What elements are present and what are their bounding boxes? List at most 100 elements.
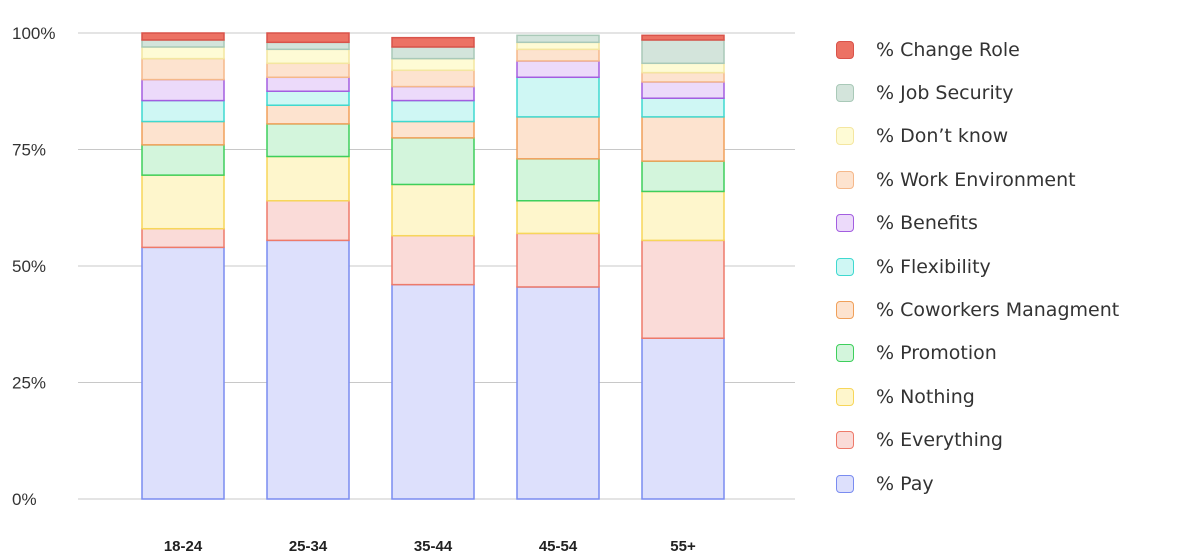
legend-label: % Coworkers Managment [876,299,1120,322]
bar-segment [141,144,225,176]
legend-item: % Promotion [836,332,1186,375]
y-axis-ticks: 0% 25% 50% 75% 100% [12,24,55,509]
legend-label: % Promotion [876,342,997,365]
bar-segment [141,99,225,123]
bar-segment [141,174,225,230]
bar-segment [641,71,725,83]
legend-item: % Job Security [836,71,1186,114]
bar-segment [391,283,475,500]
y-tick-label: 100% [12,24,55,43]
bar-segment [266,48,350,65]
bar-segment [516,76,600,118]
legend-item: % Benefits [836,202,1186,245]
bar-segment [141,46,225,60]
x-tick-label: 55+ [670,538,696,555]
bar-segment [516,41,600,51]
y-tick-label: 50% [12,257,46,276]
bar-segment [391,137,475,186]
legend-item: % Don’t know [836,115,1186,158]
legend-item: % Nothing [836,375,1186,418]
bar-segment [391,57,475,72]
legend-label: % Change Role [876,38,1020,61]
bars [141,32,725,500]
legend-label: % Don’t know [876,125,1009,148]
legend-swatch [836,214,854,233]
bar-segment [391,85,475,102]
bar-segment [391,46,475,60]
bar-segment [391,36,475,48]
bar-segment [141,246,225,500]
bar-stack [391,36,475,500]
bar-segment [516,116,600,160]
legend-item: % Change Role [836,28,1186,71]
x-tick-label: 45-54 [539,538,578,555]
bar-segment [641,62,725,74]
y-tick-label: 75% [12,141,46,160]
x-tick-label: 35-44 [414,538,453,555]
bar-segment [391,234,475,286]
x-tick-label: 18-24 [164,538,203,555]
bar-segment [266,32,350,44]
legend-swatch [836,40,854,59]
bar-segment [516,48,600,62]
bar-stack [266,32,350,500]
bar-segment [391,183,475,237]
bar-segment [516,158,600,202]
bar-segment [141,120,225,146]
bar-segment [641,160,725,193]
legend-swatch [836,344,854,363]
x-tick-label: 25-34 [289,538,328,555]
bar-segment [641,239,725,339]
bar-segment [266,123,350,158]
y-tick-label: 0% [12,490,37,509]
legend-label: % Nothing [876,385,975,408]
bar-segment [516,200,600,235]
bar-segment [266,41,350,51]
bar-segment [516,232,600,288]
legend: % Change Role % Job Security % Don’t know%… [836,28,1186,505]
bar-segment [641,116,725,162]
legend-label: % Everything [876,429,1003,452]
legend-item: % Everything [836,419,1186,462]
bar-segment [516,286,600,500]
bar-segment [641,81,725,99]
legend-item: % Coworkers Managment [836,288,1186,331]
bar-segment [641,39,725,65]
bar-segment [641,34,725,41]
bar-segment [266,104,350,125]
bar-segment [141,227,225,249]
legend-label: % Work Environment [876,168,1076,191]
bar-segment [516,60,600,79]
legend-item: % Flexibility [836,245,1186,288]
bar-segment [391,69,475,88]
legend-swatch [836,474,854,493]
bar-stack [516,34,600,500]
x-axis-ticks: 18-24 25-34 35-44 45-54 55+ [164,538,696,555]
bar-segment [141,57,225,81]
bar-segment [266,76,350,92]
stacked-bar-chart: 0% 25% 50% 75% 100% 18-24 25-34 35-44 45-54 55+ [12,24,795,555]
legend-item: % Work Environment [836,158,1186,201]
bar-segment [641,97,725,118]
y-tick-label: 25% [12,374,46,393]
legend-swatch [836,301,854,320]
bar-segment [141,39,225,48]
legend-swatch [836,387,854,406]
bar-segment [641,337,725,500]
legend-swatch [836,127,854,146]
bar-segment [516,34,600,44]
bar-segment [266,62,350,79]
legend-swatch [836,170,854,189]
legend-label: % Job Security [876,82,1014,105]
bar-segment [391,99,475,123]
bar-stack [641,34,725,500]
legend-swatch [836,257,854,276]
bar-segment [641,190,725,242]
bar-segment [141,32,225,41]
bar-segment [266,239,350,500]
legend-swatch [836,84,854,103]
legend-item: % Pay [836,462,1186,505]
bar-segment [391,120,475,139]
legend-label: % Benefits [876,212,978,235]
bar-segment [266,90,350,106]
